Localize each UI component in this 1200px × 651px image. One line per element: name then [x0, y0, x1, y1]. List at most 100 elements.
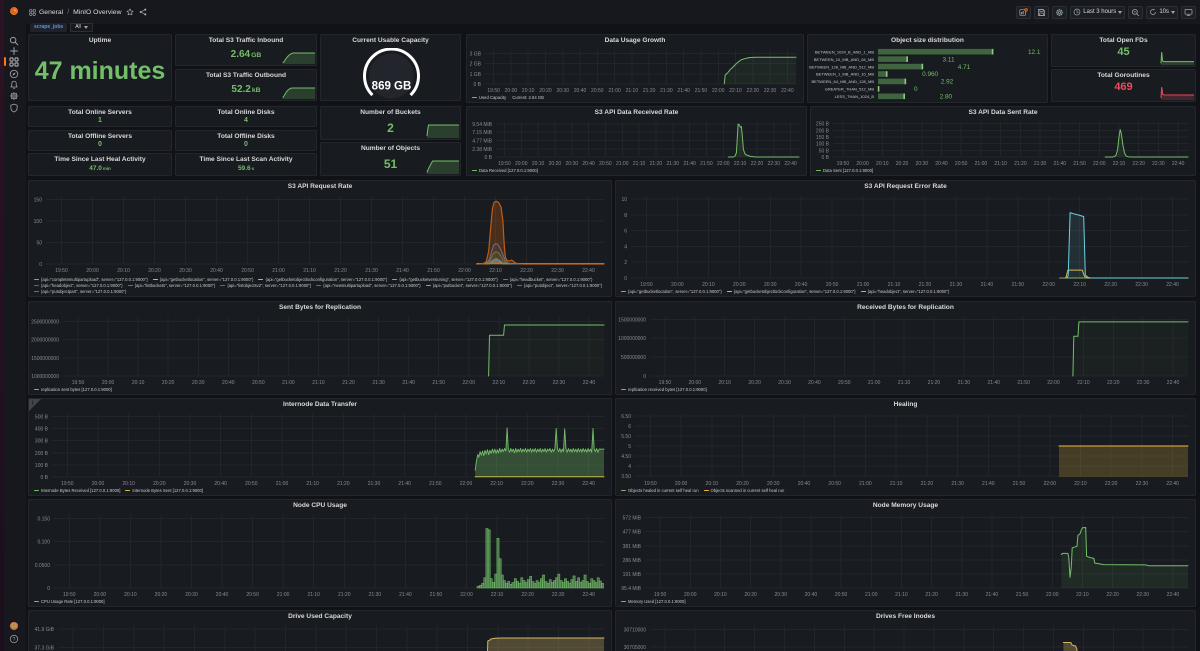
zoom-out-button[interactable] [1128, 5, 1144, 19]
panel-title[interactable]: Uptime [88, 37, 112, 44]
panel-title[interactable]: Drives Free Inodes [875, 613, 935, 620]
star-icon[interactable] [126, 8, 134, 16]
panel-title[interactable]: Drive Used Capacity [288, 613, 352, 620]
panel-title[interactable]: Received Bytes for Replication [857, 304, 954, 311]
legend-item[interactable]: Data Sent [127.0.0.1:9000] [816, 168, 873, 173]
legend-item[interactable]: {api="listobjectsv2", server="127.0.0.1:… [220, 283, 311, 288]
legend-item[interactable]: {api="newmultipartupload", server="127.0… [316, 283, 421, 288]
grafana-logo[interactable] [4, 5, 23, 17]
dashboard-settings-button[interactable] [1052, 5, 1068, 19]
panel-info-corner-icon[interactable]: i [29, 399, 41, 411]
legend-item[interactable]: Objects scanned in current self heal run [703, 488, 784, 493]
legend-item[interactable]: replication received bytes [127.0.0.1:90… [621, 387, 707, 392]
y-axis-tick-label: 191 MiB [623, 572, 642, 578]
add-panel-button[interactable] [1016, 5, 1032, 19]
legend-series-name: {api="putobjectpart", server="127.0.0.1:… [41, 289, 127, 294]
panel-title[interactable]: Total Offline Servers [67, 133, 132, 140]
refresh-button[interactable]: 10s [1146, 5, 1178, 19]
panel-drives-free-inodes: Drives Free Inodes 19:5020:0020:1020:2020… [615, 610, 1196, 651]
panel-title[interactable]: S3 API Request Error Rate [864, 183, 947, 190]
cycle-view-mode-button[interactable] [1181, 5, 1196, 19]
panel-title[interactable]: Internode Data Transfer [282, 401, 357, 408]
panel-title[interactable]: Total Open FDs [1099, 37, 1148, 44]
legend-item[interactable]: CPU Usage Rate [127.0.0.1:9000] [34, 599, 105, 604]
panel-title[interactable]: Healing [893, 401, 918, 408]
panel-title[interactable]: S3 API Request Rate [287, 183, 353, 190]
legend-item[interactable]: {api="headbucket", server="127.0.0.1:900… [502, 277, 593, 282]
panel-title[interactable]: S3 API Data Received Rate [594, 109, 679, 116]
legend-item[interactable]: {api="putbucket", server="127.0.0.1:9000… [425, 283, 512, 288]
timeseries-chart: 19:50 20:00 20:10 20:20 20:30 20:40 20:50 21:00… [31, 317, 605, 386]
legend-item[interactable]: {api="getbucketobjectlockconfiguration",… [726, 289, 856, 294]
panel-title[interactable]: Number of Buckets [360, 109, 421, 116]
panel-title[interactable]: Data Usage Growth [604, 37, 666, 44]
panel-title[interactable]: Number of Objects [361, 145, 420, 152]
time-range-picker[interactable]: Last 3 hours [1070, 5, 1126, 19]
panel-title[interactable]: Node CPU Usage [293, 502, 347, 509]
y-axis-tick-label: 572 MiB [623, 516, 642, 522]
legend-item[interactable]: {api="listbuckets", server="127.0.0.1:90… [127, 283, 215, 288]
panel-title[interactable]: Total Offline Disks [217, 133, 275, 140]
save-dashboard-button[interactable] [1034, 5, 1050, 19]
legend-item[interactable]: Memory Used [127.0.0.1:9000] [621, 599, 686, 604]
bar-gauge-row-value: 0.960 [922, 71, 938, 78]
sidebar-item-help[interactable]: ? [4, 633, 23, 645]
legend-item[interactable]: Internode Bytes Received [127.0.0.1:9000… [34, 488, 120, 493]
panel-title[interactable]: Total Online Servers [68, 109, 132, 116]
panel-title[interactable]: Total S3 Traffic Outbound [205, 72, 287, 79]
legend-item[interactable]: Objects healed in current self heal run [621, 488, 699, 493]
legend-item[interactable]: {api="completemultipartupload", server="… [34, 277, 148, 282]
breadcrumb-section[interactable]: General [39, 8, 64, 16]
sidebar-item-explore[interactable] [4, 68, 23, 80]
y-axis-tick-label: 4 [624, 244, 627, 250]
panel-title[interactable]: Object size distribution [891, 37, 964, 44]
stat-value: 52.2kB [176, 85, 316, 95]
panel-title[interactable]: Current Usable Capacity [352, 37, 429, 44]
legend-item[interactable]: replication sent bytes [127.0.0.1:9000] [34, 387, 112, 392]
legend-item[interactable]: {api="putobjectpart", server="127.0.0.1:… [34, 289, 126, 294]
sidebar-item-server-admin[interactable] [4, 102, 23, 114]
sidebar-item-configuration[interactable] [4, 90, 23, 102]
panel-title[interactable]: Time Since Last Heal Activity [54, 156, 146, 163]
sidebar-item-search[interactable] [4, 35, 23, 47]
panel-total-offline-servers: Total Offline Servers 0 [28, 130, 172, 151]
legend-item[interactable]: {api="getbucketlocation", server="127.0.… [152, 277, 253, 282]
panel-title[interactable]: Total S3 Traffic Inbound [208, 37, 284, 44]
legend-item[interactable]: {api="getbucketobjectlockconfiguration",… [258, 277, 387, 282]
svg-text:i: i [32, 401, 34, 407]
panel-title[interactable]: Sent Bytes for Replication [278, 304, 362, 311]
sidebar-item-create[interactable] [4, 45, 23, 57]
legend-item[interactable]: Internode Bytes Sent [127.0.0.1:9000] [125, 488, 203, 493]
y-axis-tick-label: 200 B [816, 128, 830, 134]
x-axis-tick-label: 22:00 [717, 161, 730, 167]
legend-item[interactable]: Used Capacity Current: 2.64 GB [472, 95, 544, 100]
legend-item[interactable]: {api="getbucketlocation", server="127.0.… [621, 289, 722, 294]
sidebar-item-alerting[interactable] [4, 79, 23, 91]
user-avatar[interactable] [4, 620, 23, 632]
panel-title[interactable]: Total Goroutines [1097, 72, 1150, 79]
x-axis-tick-label: 20:50 [241, 268, 254, 274]
x-axis-tick-label: 20:20 [549, 161, 562, 167]
share-icon[interactable] [139, 8, 147, 16]
sidebar-item-dashboards[interactable] [4, 56, 23, 68]
legend-item[interactable]: {api="headobject", server="127.0.0.1:900… [34, 283, 123, 288]
panel-title[interactable]: Node Memory Usage [872, 502, 939, 509]
legend-series-color [316, 284, 322, 287]
panel-title[interactable]: S3 API Data Sent Rate [968, 109, 1038, 116]
panel-title[interactable]: Time Since Last Scan Activity [199, 156, 293, 163]
panel-title[interactable]: Total Online Disks [217, 109, 275, 116]
legend-item[interactable]: Data Received [127.0.0.1:9000] [472, 168, 538, 173]
x-axis-tick-label: 21:10 [626, 88, 639, 94]
y-axis-tick-label: 500000000 [621, 355, 646, 361]
legend-item[interactable]: {api="putobject", server="127.0.0.1:9000… [517, 283, 602, 288]
legend-item[interactable]: {api="headobject", server="127.0.0.1:900… [860, 289, 949, 294]
bar-gauge-row-value: 0 [914, 86, 918, 93]
y-axis-tick-label: 3.50 [621, 474, 631, 480]
y-axis-tick-label: 1000000000 [618, 336, 646, 342]
breadcrumb-dashboard-title[interactable]: MinIO Overview [73, 8, 122, 16]
legend-item[interactable]: {api="getbucketversioning", server="127.… [392, 277, 498, 282]
x-axis-tick-label: 21:20 [921, 481, 934, 487]
variable-value-dropdown[interactable]: All [70, 22, 93, 32]
x-axis-tick-label: 21:20 [337, 481, 350, 487]
x-axis-tick-label: 21:20 [925, 592, 938, 598]
